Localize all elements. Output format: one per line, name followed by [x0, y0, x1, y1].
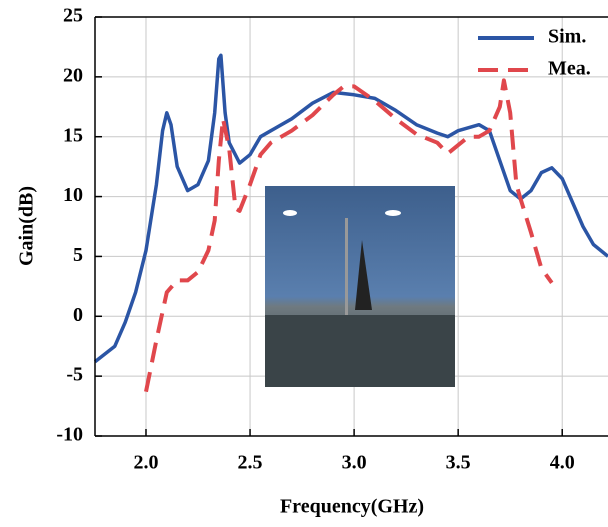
y-tick-label: 15 [63, 124, 83, 146]
inset-photo [265, 186, 455, 387]
legend-label: Mea. [548, 58, 591, 80]
y-axis-label: Gain(dB) [16, 186, 38, 266]
y-tick-label: 20 [63, 64, 83, 86]
y-tick-label: 25 [63, 5, 83, 27]
x-axis-label: Frequency(GHz) [280, 496, 424, 518]
y-tick-label: 10 [63, 184, 83, 206]
series-line [144, 78, 554, 393]
legend-label: Sim. [548, 26, 586, 48]
x-tick-label: 4.0 [550, 452, 575, 474]
x-tick-label: 3.5 [446, 452, 471, 474]
x-tick-label: 3.0 [342, 452, 367, 474]
x-tick-label: 2.5 [238, 452, 263, 474]
y-tick-label: 5 [73, 244, 83, 266]
y-tick-label: -5 [66, 364, 83, 386]
x-tick-label: 2.0 [133, 452, 158, 474]
y-tick-label: -10 [56, 424, 83, 446]
series-line [93, 53, 608, 364]
y-tick-label: 0 [73, 304, 83, 326]
